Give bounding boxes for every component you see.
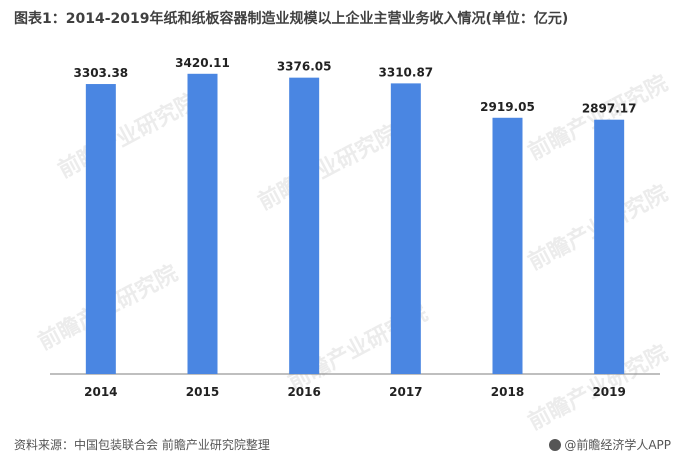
- bar-2014: [85, 84, 116, 374]
- x-tick-label-2017: 2017: [389, 385, 422, 399]
- x-tick-label-2015: 2015: [186, 385, 219, 399]
- x-tick-label-2014: 2014: [84, 385, 117, 399]
- data-label-2018: 2919.05: [480, 100, 535, 114]
- data-label-2015: 3420.11: [175, 56, 230, 70]
- brand-text: @前瞻经济学人APP: [564, 438, 671, 452]
- brand-logo-icon: [549, 439, 562, 451]
- data-label-2014: 3303.38: [74, 66, 129, 80]
- bar-2017: [390, 83, 421, 375]
- data-label-2019: 2897.17: [582, 102, 637, 116]
- brand-credit: @前瞻经济学人APP: [549, 436, 671, 453]
- data-label-2016: 3376.05: [277, 60, 332, 74]
- source-note: 资料来源：中国包装联合会 前瞻产业研究院整理: [14, 438, 270, 452]
- bar-2019: [594, 119, 625, 374]
- data-label-2017: 3310.87: [379, 65, 434, 79]
- chart-title: 图表1：2014-2019年纸和纸板容器制造业规模以上企业主营业务收入情况(单位…: [14, 11, 569, 27]
- x-tick-label-2016: 2016: [287, 385, 320, 399]
- x-tick-label-2019: 2019: [592, 385, 625, 399]
- bar-2015: [187, 73, 218, 374]
- bar-2018: [492, 117, 523, 374]
- bar-2016: [289, 77, 320, 374]
- x-tick-label-2018: 2018: [491, 385, 524, 399]
